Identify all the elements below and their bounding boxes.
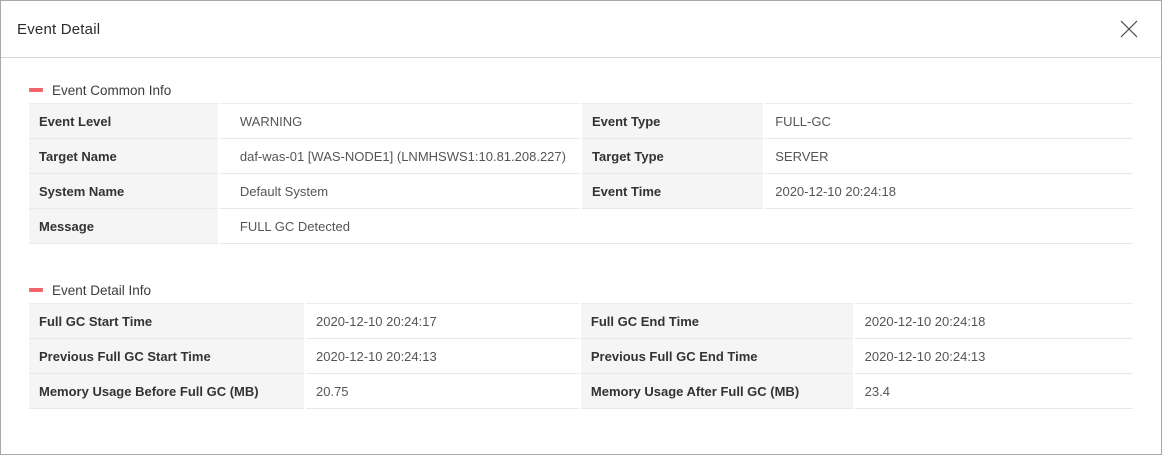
field-value: daf-was-01 [WAS-NODE1] (LNMHSWS1:10.81.2… (218, 138, 581, 174)
table-row: Target Name daf-was-01 [WAS-NODE1] (LNMH… (29, 138, 1133, 174)
table-row: Message FULL GC Detected (29, 208, 1133, 244)
field-value: Default System (218, 173, 581, 209)
field-value: SERVER (764, 138, 1133, 174)
table-row: Previous Full GC Start Time 2020-12-10 2… (29, 338, 1133, 374)
field-label: Memory Usage After Full GC (MB) (578, 373, 855, 409)
dialog-body: Event Common Info Event Level WARNING Ev… (1, 58, 1161, 409)
field-value: 2020-12-10 20:24:18 (853, 303, 1133, 339)
detail-info-table: Full GC Start Time 2020-12-10 20:24:17 F… (29, 303, 1133, 409)
field-value: FULL-GC (764, 103, 1133, 139)
field-label: Message (29, 208, 220, 244)
section-gap (29, 244, 1133, 280)
field-value: 2020-12-10 20:24:13 (853, 338, 1133, 374)
field-label: Full GC End Time (578, 303, 855, 339)
section-dash-icon (29, 88, 43, 92)
field-value: 23.4 (853, 373, 1133, 409)
field-label: System Name (29, 173, 220, 209)
table-row: Event Level WARNING Event Type FULL-GC (29, 103, 1133, 139)
table-row: Memory Usage Before Full GC (MB) 20.75 M… (29, 373, 1133, 409)
field-label: Previous Full GC Start Time (29, 338, 306, 374)
field-value: WARNING (218, 103, 581, 139)
field-label: Target Type (579, 138, 766, 174)
dialog-header: Event Detail (1, 1, 1161, 58)
field-label: Full GC Start Time (29, 303, 306, 339)
section-title-text: Event Common Info (52, 82, 172, 98)
field-value: FULL GC Detected (218, 208, 1133, 244)
field-label: Event Time (579, 173, 766, 209)
field-label: Event Type (579, 103, 766, 139)
section-header-detail-info: Event Detail Info (29, 280, 1133, 300)
field-label: Event Level (29, 103, 220, 139)
field-label: Memory Usage Before Full GC (MB) (29, 373, 306, 409)
table-row: System Name Default System Event Time 20… (29, 173, 1133, 209)
dialog-title: Event Detail (17, 20, 101, 38)
field-label: Target Name (29, 138, 220, 174)
section-dash-icon (29, 288, 43, 292)
field-value: 2020-12-10 20:24:13 (305, 338, 580, 374)
field-value: 20.75 (305, 373, 580, 409)
section-title-text: Event Detail Info (52, 282, 152, 298)
field-value: 2020-12-10 20:24:18 (764, 173, 1133, 209)
field-label: Previous Full GC End Time (578, 338, 855, 374)
section-header-common-info: Event Common Info (29, 80, 1133, 100)
table-row: Full GC Start Time 2020-12-10 20:24:17 F… (29, 303, 1133, 339)
common-info-table: Event Level WARNING Event Type FULL-GC T… (29, 103, 1133, 244)
close-button[interactable] (1115, 15, 1143, 43)
field-value: 2020-12-10 20:24:17 (305, 303, 580, 339)
close-icon (1118, 18, 1140, 40)
